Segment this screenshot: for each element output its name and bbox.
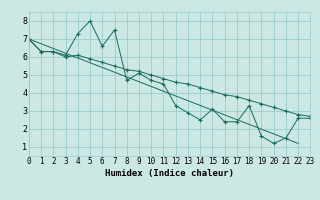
X-axis label: Humidex (Indice chaleur): Humidex (Indice chaleur) bbox=[105, 169, 234, 178]
